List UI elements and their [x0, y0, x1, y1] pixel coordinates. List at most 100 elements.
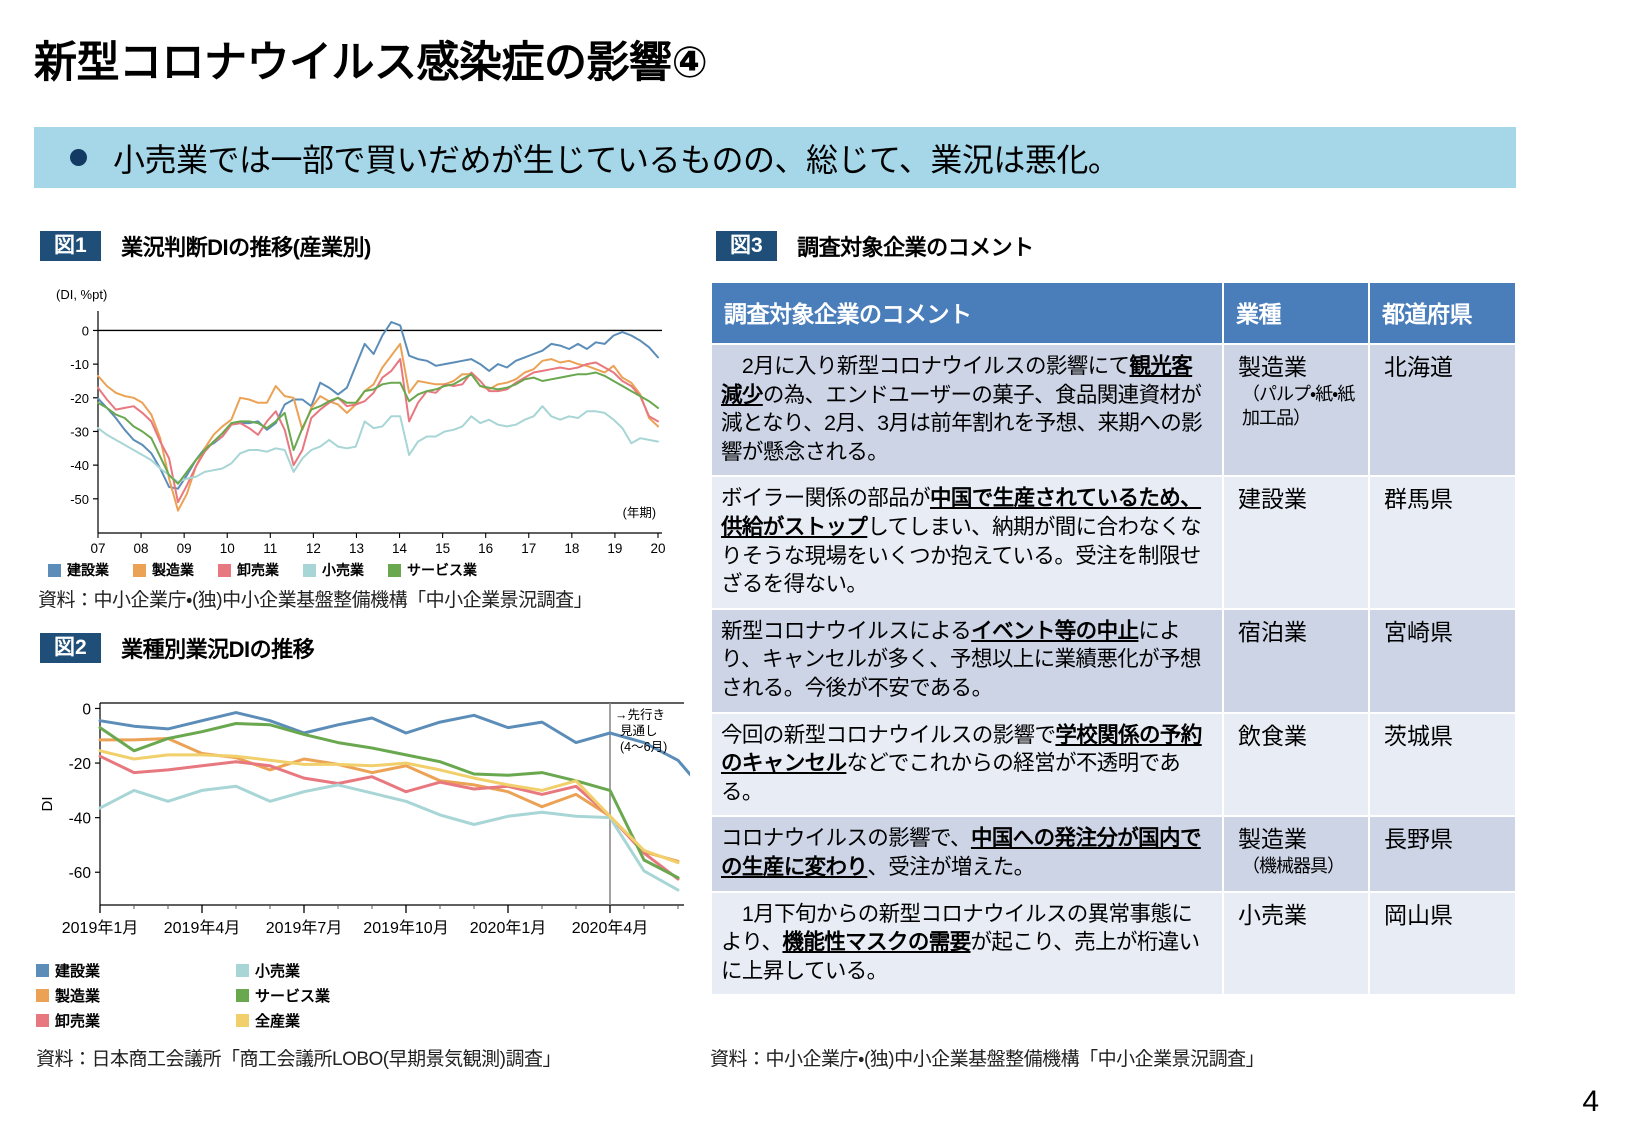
legend-label: 建設業: [67, 562, 109, 578]
svg-text:2019年1月: 2019年1月: [62, 919, 139, 937]
legend-swatch-icon: [218, 563, 231, 577]
legend-label: 小売業: [255, 963, 301, 980]
figure3-header: 図3 調査対象企業のコメント: [716, 230, 1034, 262]
svg-text:0: 0: [82, 701, 91, 718]
page-number: 4: [1582, 1085, 1599, 1118]
svg-text:→先行き: →先行き: [615, 708, 665, 722]
legend-swatch-icon: [388, 563, 401, 577]
figure3-title: 調査対象企業のコメント: [797, 235, 1034, 260]
legend-label: 全産業: [255, 1013, 301, 1030]
table-row: 2月に入り新型コロナウイルスの影響にて観光客減少の為、エンドユーザーの菓子、食品…: [710, 342, 1517, 478]
svg-text:2019年7月: 2019年7月: [266, 919, 343, 937]
svg-text:16: 16: [478, 541, 493, 556]
figure3-source: 資料：中小企業庁・(独)中小企業基盤整備機構「中小企業景況調査」: [710, 1049, 1265, 1070]
legend-label: 卸売業: [237, 562, 279, 578]
comment-text: してしまい、納期が間に合わなくなりそうな現場をいくつか抱えている。受注を制限せざ…: [721, 514, 1202, 597]
industry-cell: 製造業 （パルプ・紙・紙加工品）: [1222, 342, 1370, 478]
industry-name: 飲食業: [1238, 722, 1307, 749]
svg-text:19: 19: [607, 541, 622, 556]
svg-text:2020年4月: 2020年4月: [572, 919, 649, 937]
legend-item: 製造業: [36, 985, 236, 1006]
svg-text:見通し: 見通し: [620, 724, 658, 738]
comment-cell: 今回の新型コロナウイルスの影響で学校関係の予約のキャンセルなどでこれからの経営が…: [710, 711, 1224, 818]
legend-item: 卸売業: [218, 560, 279, 580]
highlighted-text: 中国で生産されているため、供給がストップ: [721, 486, 1202, 539]
comment-cell: コロナウイルスの影響で、中国への発注分が国内での生産に変わり、受注が増えた。: [710, 815, 1224, 893]
legend-swatch-icon: [133, 563, 146, 577]
industry-name: 宿泊業: [1238, 618, 1307, 645]
table-row: ボイラー関係の部品が中国で生産されているため、供給がストップしてしまい、納期が間…: [710, 475, 1517, 610]
svg-text:17: 17: [521, 541, 536, 556]
highlighted-text: 機能性マスクの需要: [782, 930, 971, 955]
legend-label: サービス業: [255, 988, 331, 1005]
svg-text:-40: -40: [70, 458, 89, 473]
col-industry: 業種: [1222, 281, 1370, 345]
prefecture-cell: 群馬県: [1368, 475, 1517, 610]
figure2-header: 図2 業種別業況DIの推移: [40, 632, 315, 664]
svg-text:15: 15: [435, 541, 450, 556]
comments-table: 調査対象企業のコメント 業種 都道府県 2月に入り新型コロナウイルスの影響にて観…: [710, 281, 1517, 997]
figure1-chart: (DI, %pt) 0 -10 -20 -30 -40 -50 07 08 09 10 11 12 13 1…: [40, 283, 670, 573]
prefecture-cell: 岡山県: [1368, 890, 1517, 997]
svg-text:12: 12: [306, 541, 321, 556]
svg-text:20: 20: [650, 541, 665, 556]
legend-swatch-icon: [236, 989, 249, 1002]
table-row: コロナウイルスの影響で、中国への発注分が国内での生産に変わり、受注が増えた。 製造…: [710, 815, 1517, 893]
comment-text: 1月下旬からの新型コロナウイルスの異常事態により、: [721, 901, 1193, 955]
highlighted-text: イベント等の中止: [971, 618, 1139, 643]
comment-text: が起こり、売上が桁違いに上昇している。: [721, 930, 1200, 983]
comment-text: により、キャンセルが多く、予想以上に業績悪化が予想される。今後が不安である。: [721, 618, 1201, 700]
svg-text:2019年10月: 2019年10月: [363, 919, 448, 937]
industry-cell: 飲食業: [1222, 711, 1370, 818]
legend-label: 小売業: [322, 562, 364, 578]
svg-text:0: 0: [82, 323, 89, 338]
figure2-chart: DI 0 -20 -40 -60 →先行き 見通し (4～6月) 2019年1月 2019年4月 2…: [30, 685, 690, 950]
prefecture-cell: 茨城県: [1368, 711, 1517, 818]
comment-text: 2月に入り新型コロナウイルスの影響にて: [721, 354, 1130, 378]
summary-banner: 小売業では一部で買いだめが生じているものの、総じて、業況は悪化。: [34, 127, 1516, 188]
figure2-source: 資料：日本商工会議所「商工会議所LOBO(早期景気観測)調査」: [36, 1049, 561, 1070]
legend-item: 建設業: [36, 960, 236, 981]
comment-text: コロナウイルスの影響で、: [721, 826, 972, 851]
prefecture-cell: 北海道: [1368, 342, 1517, 478]
bullet-icon: [70, 149, 87, 166]
legend-item: 全産業: [236, 1010, 436, 1031]
svg-text:13: 13: [349, 541, 364, 556]
legend-swatch-icon: [48, 563, 61, 577]
figure1-tag: 図1: [40, 231, 101, 261]
legend-label: 卸売業: [55, 1013, 101, 1030]
svg-text:2019年4月: 2019年4月: [164, 919, 241, 937]
svg-text:18: 18: [564, 541, 579, 556]
industry-cell: 建設業: [1222, 475, 1370, 610]
legend-swatch-icon: [303, 563, 316, 577]
figure2-tag: 図2: [40, 633, 101, 663]
figure2-legend: 建設業 小売業製造業 サービス業卸売業 全産業: [36, 960, 436, 1031]
comment-cell: ボイラー関係の部品が中国で生産されているため、供給がストップしてしまい、納期が間…: [710, 475, 1224, 610]
svg-text:-40: -40: [69, 811, 92, 828]
legend-item: サービス業: [388, 560, 477, 580]
table-row: 1月下旬からの新型コロナウイルスの異常事態により、機能性マスクの需要が起こり、売…: [710, 890, 1517, 997]
svg-text:(4～6月): (4～6月): [620, 740, 667, 754]
banner-text: 小売業では一部で買いだめが生じているものの、総じて、業況は悪化。: [113, 141, 1120, 178]
comment-text: などでこれからの経営が不透明である。: [721, 751, 1181, 804]
legend-label: サービス業: [407, 562, 477, 578]
svg-text:-60: -60: [69, 865, 92, 882]
highlighted-text: 学校関係の予約のキャンセル: [721, 722, 1202, 776]
figure1-plot: (DI, %pt) 0 -10 -20 -30 -40 -50 07 08 09 10 11 12 13 1…: [56, 287, 666, 556]
comment-text: 今回の新型コロナウイルスの影響で: [721, 722, 1056, 747]
legend-swatch-icon: [36, 1014, 49, 1027]
industry-cell: 宿泊業: [1222, 607, 1370, 714]
industry-sub: （パルプ・紙・紙加工品）: [1242, 383, 1355, 428]
legend-item: 製造業: [133, 560, 194, 580]
prefecture-cell: 宮崎県: [1368, 607, 1517, 714]
figure2-title: 業種別業況DIの推移: [121, 637, 315, 662]
legend-swatch-icon: [36, 964, 49, 977]
comment-cell: 2月に入り新型コロナウイルスの影響にて観光客減少の為、エンドユーザーの菓子、食品…: [710, 342, 1224, 478]
comment-cell: 新型コロナウイルスによるイベント等の中止により、キャンセルが多く、予想以上に業績…: [710, 607, 1224, 714]
legend-item: 小売業: [236, 960, 436, 981]
highlighted-text: 中国への発注分が国内での生産に変わり: [721, 826, 1201, 879]
svg-text:09: 09: [177, 541, 192, 556]
industry-name: 小売業: [1238, 901, 1307, 928]
svg-text:14: 14: [392, 541, 408, 556]
